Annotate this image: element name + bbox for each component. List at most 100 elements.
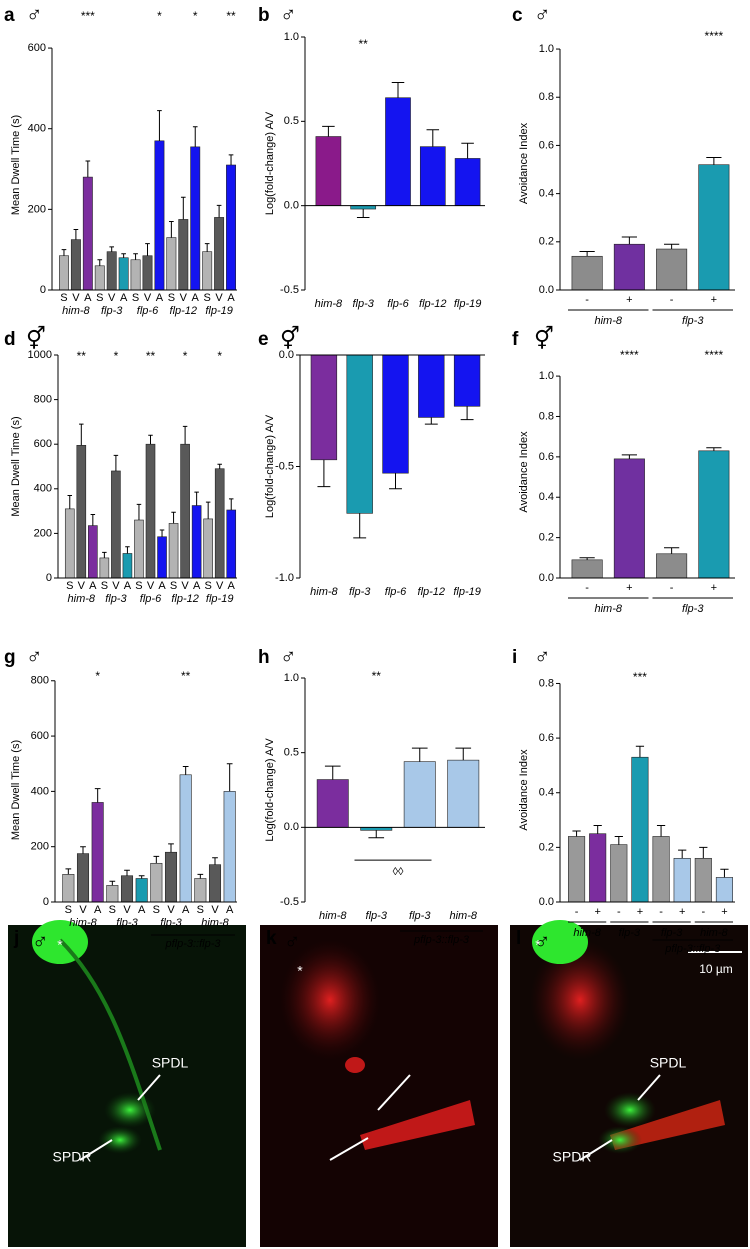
error-bar	[124, 869, 130, 876]
panel-letter: k	[266, 928, 277, 949]
bar	[194, 878, 207, 903]
panel-letter: g	[4, 647, 16, 668]
y-tick-label: 0.0	[279, 349, 294, 361]
error-bar	[368, 830, 385, 839]
bar	[454, 158, 481, 206]
y-tick-label: 1.0	[539, 43, 554, 55]
bar	[382, 354, 409, 474]
error-bar	[353, 513, 367, 539]
error-bar	[133, 253, 138, 260]
bar	[613, 458, 645, 579]
error-bar	[182, 765, 189, 775]
bar	[154, 140, 165, 291]
y-tick-label: 400	[34, 483, 52, 495]
x-tick-label: A	[120, 292, 128, 304]
error-bar	[85, 160, 91, 178]
y-tick-label: 400	[31, 785, 49, 797]
error-bar	[125, 546, 130, 554]
group-label: him-8	[700, 927, 728, 939]
bar	[64, 508, 75, 579]
cell-label: SPDR	[553, 1149, 592, 1165]
image-j	[8, 925, 246, 1247]
cell-body	[532, 920, 588, 964]
x-tick-label: V	[181, 580, 189, 592]
error-bar	[138, 875, 145, 879]
significance: *	[193, 9, 198, 23]
significance: ***	[633, 670, 647, 684]
error-bar	[212, 857, 218, 865]
x-tick-label: -	[659, 906, 663, 918]
x-tick-label: him-8	[310, 586, 338, 598]
sex-symbol: ♂	[284, 929, 301, 954]
group-label: flp-6	[140, 593, 162, 605]
x-tick-label: V	[112, 580, 120, 592]
bar	[610, 844, 628, 903]
panel-letter: d	[4, 329, 16, 350]
error-bar	[411, 747, 428, 762]
error-bar	[391, 82, 405, 98]
group-label: flp-3	[160, 917, 182, 929]
bar	[76, 853, 90, 903]
error-bar	[197, 873, 204, 879]
error-bar	[706, 447, 722, 451]
y-axis-label: Mean Dwell Time (s)	[10, 740, 22, 840]
y-tick-label: 0.0	[284, 821, 299, 833]
bar	[698, 164, 730, 291]
x-tick-label: +	[626, 294, 632, 306]
significance: *	[183, 349, 188, 363]
sex-symbol: ⚥	[534, 325, 554, 351]
x-tick-label: him-8	[315, 298, 343, 310]
x-tick-label: +	[711, 582, 717, 594]
neuron	[98, 1126, 142, 1154]
x-tick-label: +	[721, 906, 727, 918]
y-tick-label: 0.6	[539, 139, 554, 151]
bar	[613, 243, 645, 291]
y-axis-label: Mean Dwell Time (s)	[10, 115, 22, 215]
arrows	[79, 951, 742, 1161]
significance: ****	[620, 348, 639, 362]
y-axis-label: Avoidance Index	[518, 431, 530, 513]
significance: *	[95, 669, 100, 683]
error-bar	[113, 454, 119, 471]
group-label: flp-19	[206, 593, 234, 605]
error-bar	[159, 529, 165, 537]
y-axis-label: Avoidance Index	[518, 749, 530, 831]
x-tick-label: -	[701, 906, 705, 918]
panel-letter: h	[258, 647, 270, 668]
x-tick-label: V	[211, 904, 219, 916]
bar	[191, 505, 202, 579]
panel-letter: c	[512, 5, 523, 26]
y-axis-label: Log(fold-change) A/V	[264, 738, 276, 842]
x-tick-label: A	[158, 580, 166, 592]
sex-symbol: ♂	[26, 2, 43, 27]
arrow	[637, 1074, 661, 1101]
neuron	[598, 1126, 642, 1154]
bar	[59, 255, 69, 291]
scale-label: 10 µm	[699, 962, 733, 976]
puncta	[345, 1057, 365, 1073]
x-tick-label: +	[594, 906, 600, 918]
x-tick-label: A	[84, 292, 92, 304]
x-tick-label: V	[167, 904, 175, 916]
group-label: flp-3	[101, 305, 123, 317]
significance: **	[77, 349, 87, 363]
y-tick-label: 800	[31, 675, 49, 687]
group-sublabel: pflp-3::flp-3	[164, 938, 221, 950]
bar	[164, 851, 178, 903]
significance: **	[372, 669, 382, 683]
y-axis-label: Mean Dwell Time (s)	[10, 416, 22, 516]
sex-symbol: ♂	[534, 2, 551, 27]
x-tick-label: A	[226, 904, 234, 916]
x-tick-label: +	[637, 906, 643, 918]
group-sublabel: pflp-3::flp-3	[664, 943, 721, 955]
panel-letter: f	[512, 329, 519, 350]
error-bar	[136, 503, 142, 521]
cell-label: SPDL	[650, 1055, 687, 1071]
group-label: flp-6	[137, 305, 159, 317]
arrow	[579, 1139, 613, 1161]
x-tick-label: flp-12	[418, 586, 446, 598]
y-tick-label: 0.6	[539, 451, 554, 463]
sex-symbol: ♂	[280, 644, 297, 669]
error-bar	[664, 547, 680, 554]
x-tick-label: S	[170, 580, 177, 592]
